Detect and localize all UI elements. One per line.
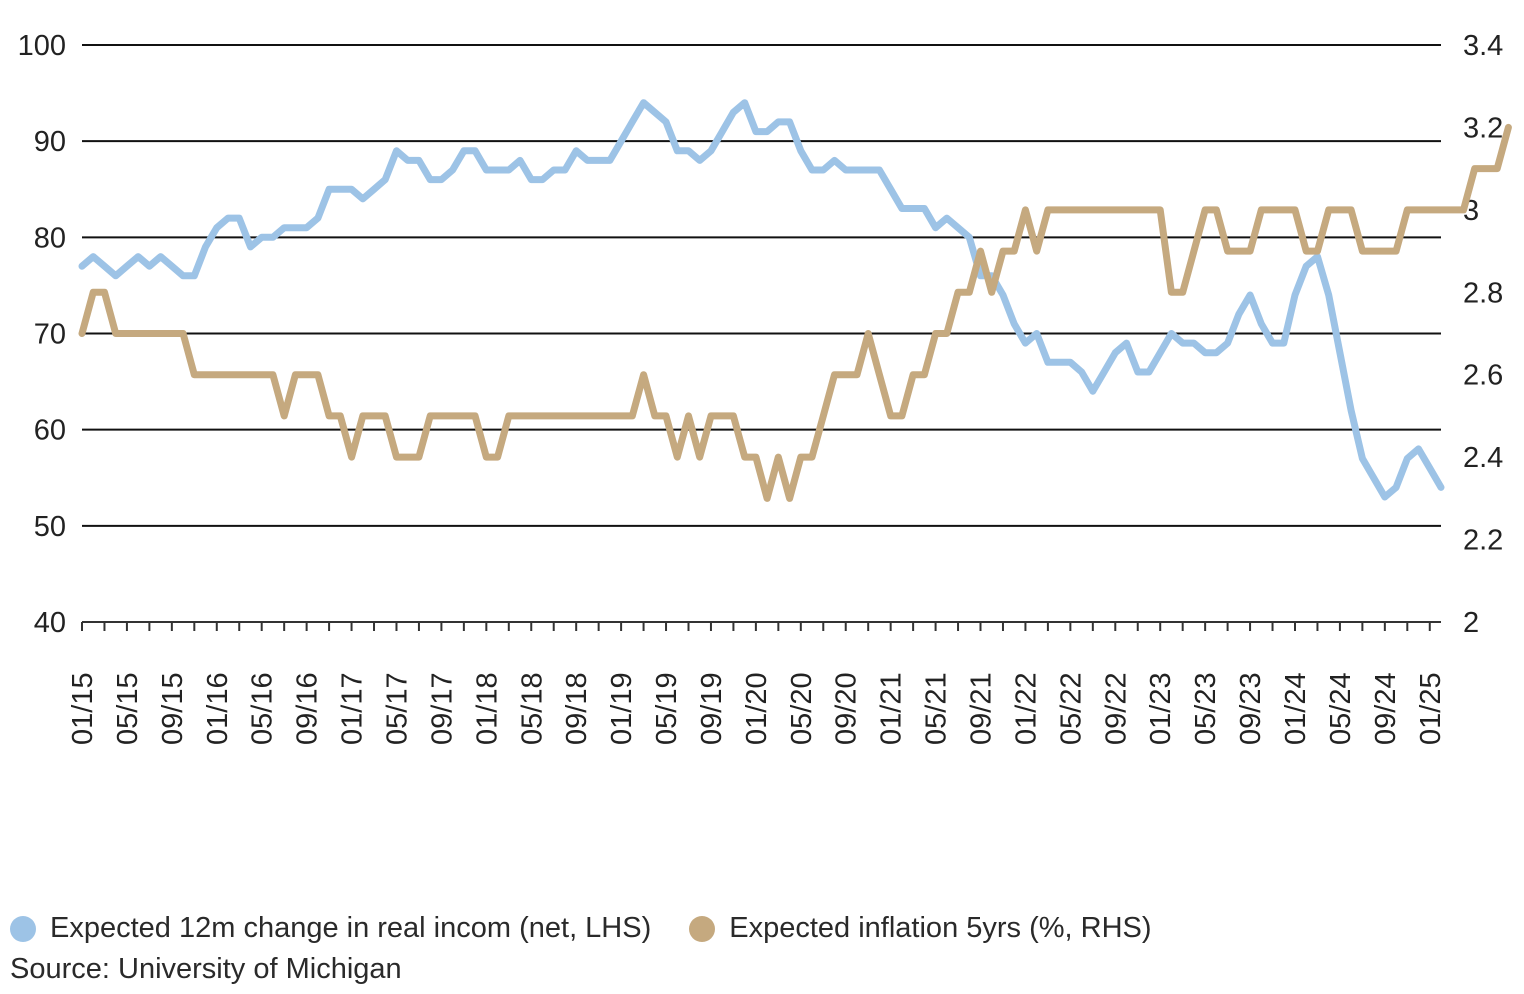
x-tick-label: 09/23 (1235, 672, 1267, 745)
x-tick-label: 09/20 (831, 672, 863, 745)
legend: Expected 12m change in real incom (net, … (10, 912, 1190, 945)
legend-item-inflation: Expected inflation 5yrs (%, RHS) (689, 912, 1152, 945)
y-left-tick-label: 90 (34, 126, 66, 158)
y-left-tick-label: 50 (34, 511, 66, 543)
x-tick-label: 05/20 (786, 672, 818, 745)
x-tick-label: 09/16 (292, 672, 324, 745)
gridlines (82, 44, 1441, 623)
x-tick-label: 09/21 (966, 672, 998, 745)
series-line-inflation (78, 123, 1512, 502)
y-left-tick-label: 40 (34, 607, 66, 639)
x-tick-label: 01/16 (202, 672, 234, 745)
series-line-real-income (78, 99, 1445, 501)
x-tick-label: 01/21 (876, 672, 908, 745)
series-lines (78, 99, 1512, 502)
x-tick-label: 05/19 (651, 672, 683, 745)
y-left-tick-label: 100 (18, 30, 66, 62)
y-left-tick-label: 60 (34, 415, 66, 447)
x-tick-label: 09/18 (561, 672, 593, 745)
x-tick-label: 01/20 (741, 672, 773, 745)
y-left-tick-label: 80 (34, 222, 66, 254)
x-tick-label: 05/24 (1325, 672, 1357, 745)
x-tick-label: 01/18 (471, 672, 503, 745)
x-tick-label: 09/24 (1370, 672, 1402, 745)
legend-marker-inflation (689, 915, 716, 942)
x-tick-label: 01/23 (1145, 672, 1177, 745)
x-axis: 01/15 05/15 09/15 01/16 05/16 09/16 01/17 05/17… (67, 622, 1447, 745)
x-tick-label: 05/16 (247, 672, 279, 745)
x-tick-label: 05/22 (1055, 672, 1087, 745)
x-tick-label: 09/22 (1100, 672, 1132, 745)
legend-item-real-income: Expected 12m change in real incom (net, … (10, 912, 651, 945)
y-left-tick-label: 70 (34, 319, 66, 351)
x-tick-label: 05/23 (1190, 672, 1222, 745)
x-tick-label: 09/17 (426, 672, 458, 745)
y-right-tick-label: 3.4 (1463, 30, 1503, 62)
x-tick-label: 01/22 (1010, 672, 1042, 745)
x-tick-label: 01/25 (1415, 672, 1447, 745)
x-tick-label: 05/15 (112, 672, 144, 745)
right-axis-tick-labels: 3.43.232.82.62.42.22 (1463, 30, 1503, 639)
x-tick-label: 01/15 (67, 672, 99, 745)
y-right-tick-label: 2.2 (1463, 525, 1503, 557)
x-tick-label: 09/15 (157, 672, 189, 745)
x-tick-label: 01/19 (606, 672, 638, 745)
legend-label-inflation: Expected inflation 5yrs (%, RHS) (729, 912, 1152, 944)
x-tick-label: 01/24 (1280, 672, 1312, 745)
x-tick-label: 05/17 (381, 672, 413, 745)
x-tick-label: 05/18 (516, 672, 548, 745)
x-tick-label: 05/21 (921, 672, 953, 745)
legend-label-real-income: Expected 12m change in real incom (net, … (50, 912, 652, 944)
x-tick-label: 01/17 (337, 672, 369, 745)
y-right-tick-label: 2.6 (1463, 360, 1503, 392)
x-tick-label: 09/19 (696, 672, 728, 745)
y-right-tick-label: 2 (1463, 607, 1479, 639)
legend-marker-real-income (10, 915, 36, 942)
left-axis-tick-labels: 100 90 80 70 60 50 40 (18, 30, 66, 639)
y-right-tick-label: 2.8 (1463, 277, 1503, 309)
y-right-tick-label: 3.2 (1463, 112, 1503, 144)
source-note: Source: University of Michigan (10, 953, 402, 985)
y-right-tick-label: 2.4 (1463, 442, 1503, 474)
